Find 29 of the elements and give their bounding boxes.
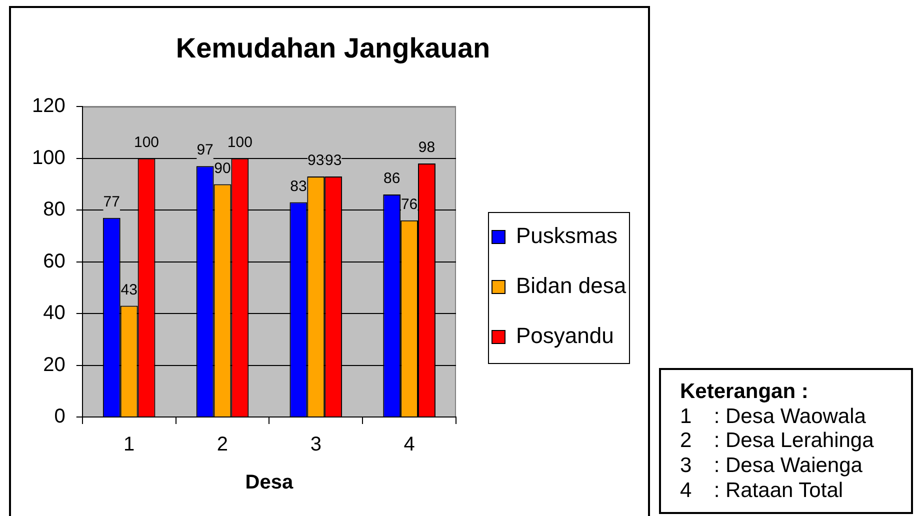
data-label: 90 (214, 160, 231, 177)
data-label: 83 (290, 178, 307, 195)
data-label: 100 (227, 134, 252, 151)
x-tick-label: 3 (310, 434, 322, 456)
x-axis-title: Desa (245, 472, 294, 494)
data-label: 98 (418, 139, 436, 156)
x-tick-label: 1 (124, 434, 135, 456)
x-tick-label: 4 (404, 434, 415, 456)
y-tick-label: 60 (43, 250, 66, 272)
data-label: 86 (384, 170, 400, 188)
y-tick-label: 100 (32, 146, 66, 169)
x-tick-label: 2 (216, 434, 228, 456)
data-label: 43 (120, 281, 138, 298)
note-box: Keterangan : 1 : Desa Waowala 2 : Desa Lerahinga 3 : Desa Waienga 4 : Rataan Total (659, 368, 913, 514)
y-tick-label: 120 (32, 95, 66, 118)
legend-label: Bidan desa (516, 273, 627, 298)
chart-title: Kemudahan Jangkauan (176, 32, 490, 64)
data-label: 93 (308, 152, 324, 170)
y-tick-label: 0 (54, 406, 66, 428)
data-label: 76 (400, 196, 418, 214)
data-label: 93 (324, 152, 342, 170)
legend-label: Posyandu (516, 323, 614, 348)
y-tick-label: 20 (43, 354, 66, 376)
data-label: 77 (103, 193, 120, 210)
legend-label: Pusksmas (516, 223, 618, 248)
data-label: 97 (196, 142, 214, 159)
data-label: 100 (134, 134, 160, 151)
y-tick-label: 40 (43, 302, 66, 324)
y-tick-label: 80 (43, 198, 66, 221)
